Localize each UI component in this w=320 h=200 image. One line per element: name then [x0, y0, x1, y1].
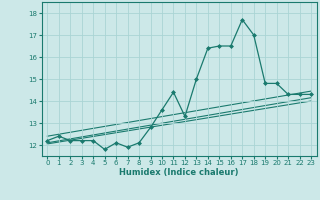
- X-axis label: Humidex (Indice chaleur): Humidex (Indice chaleur): [119, 168, 239, 177]
